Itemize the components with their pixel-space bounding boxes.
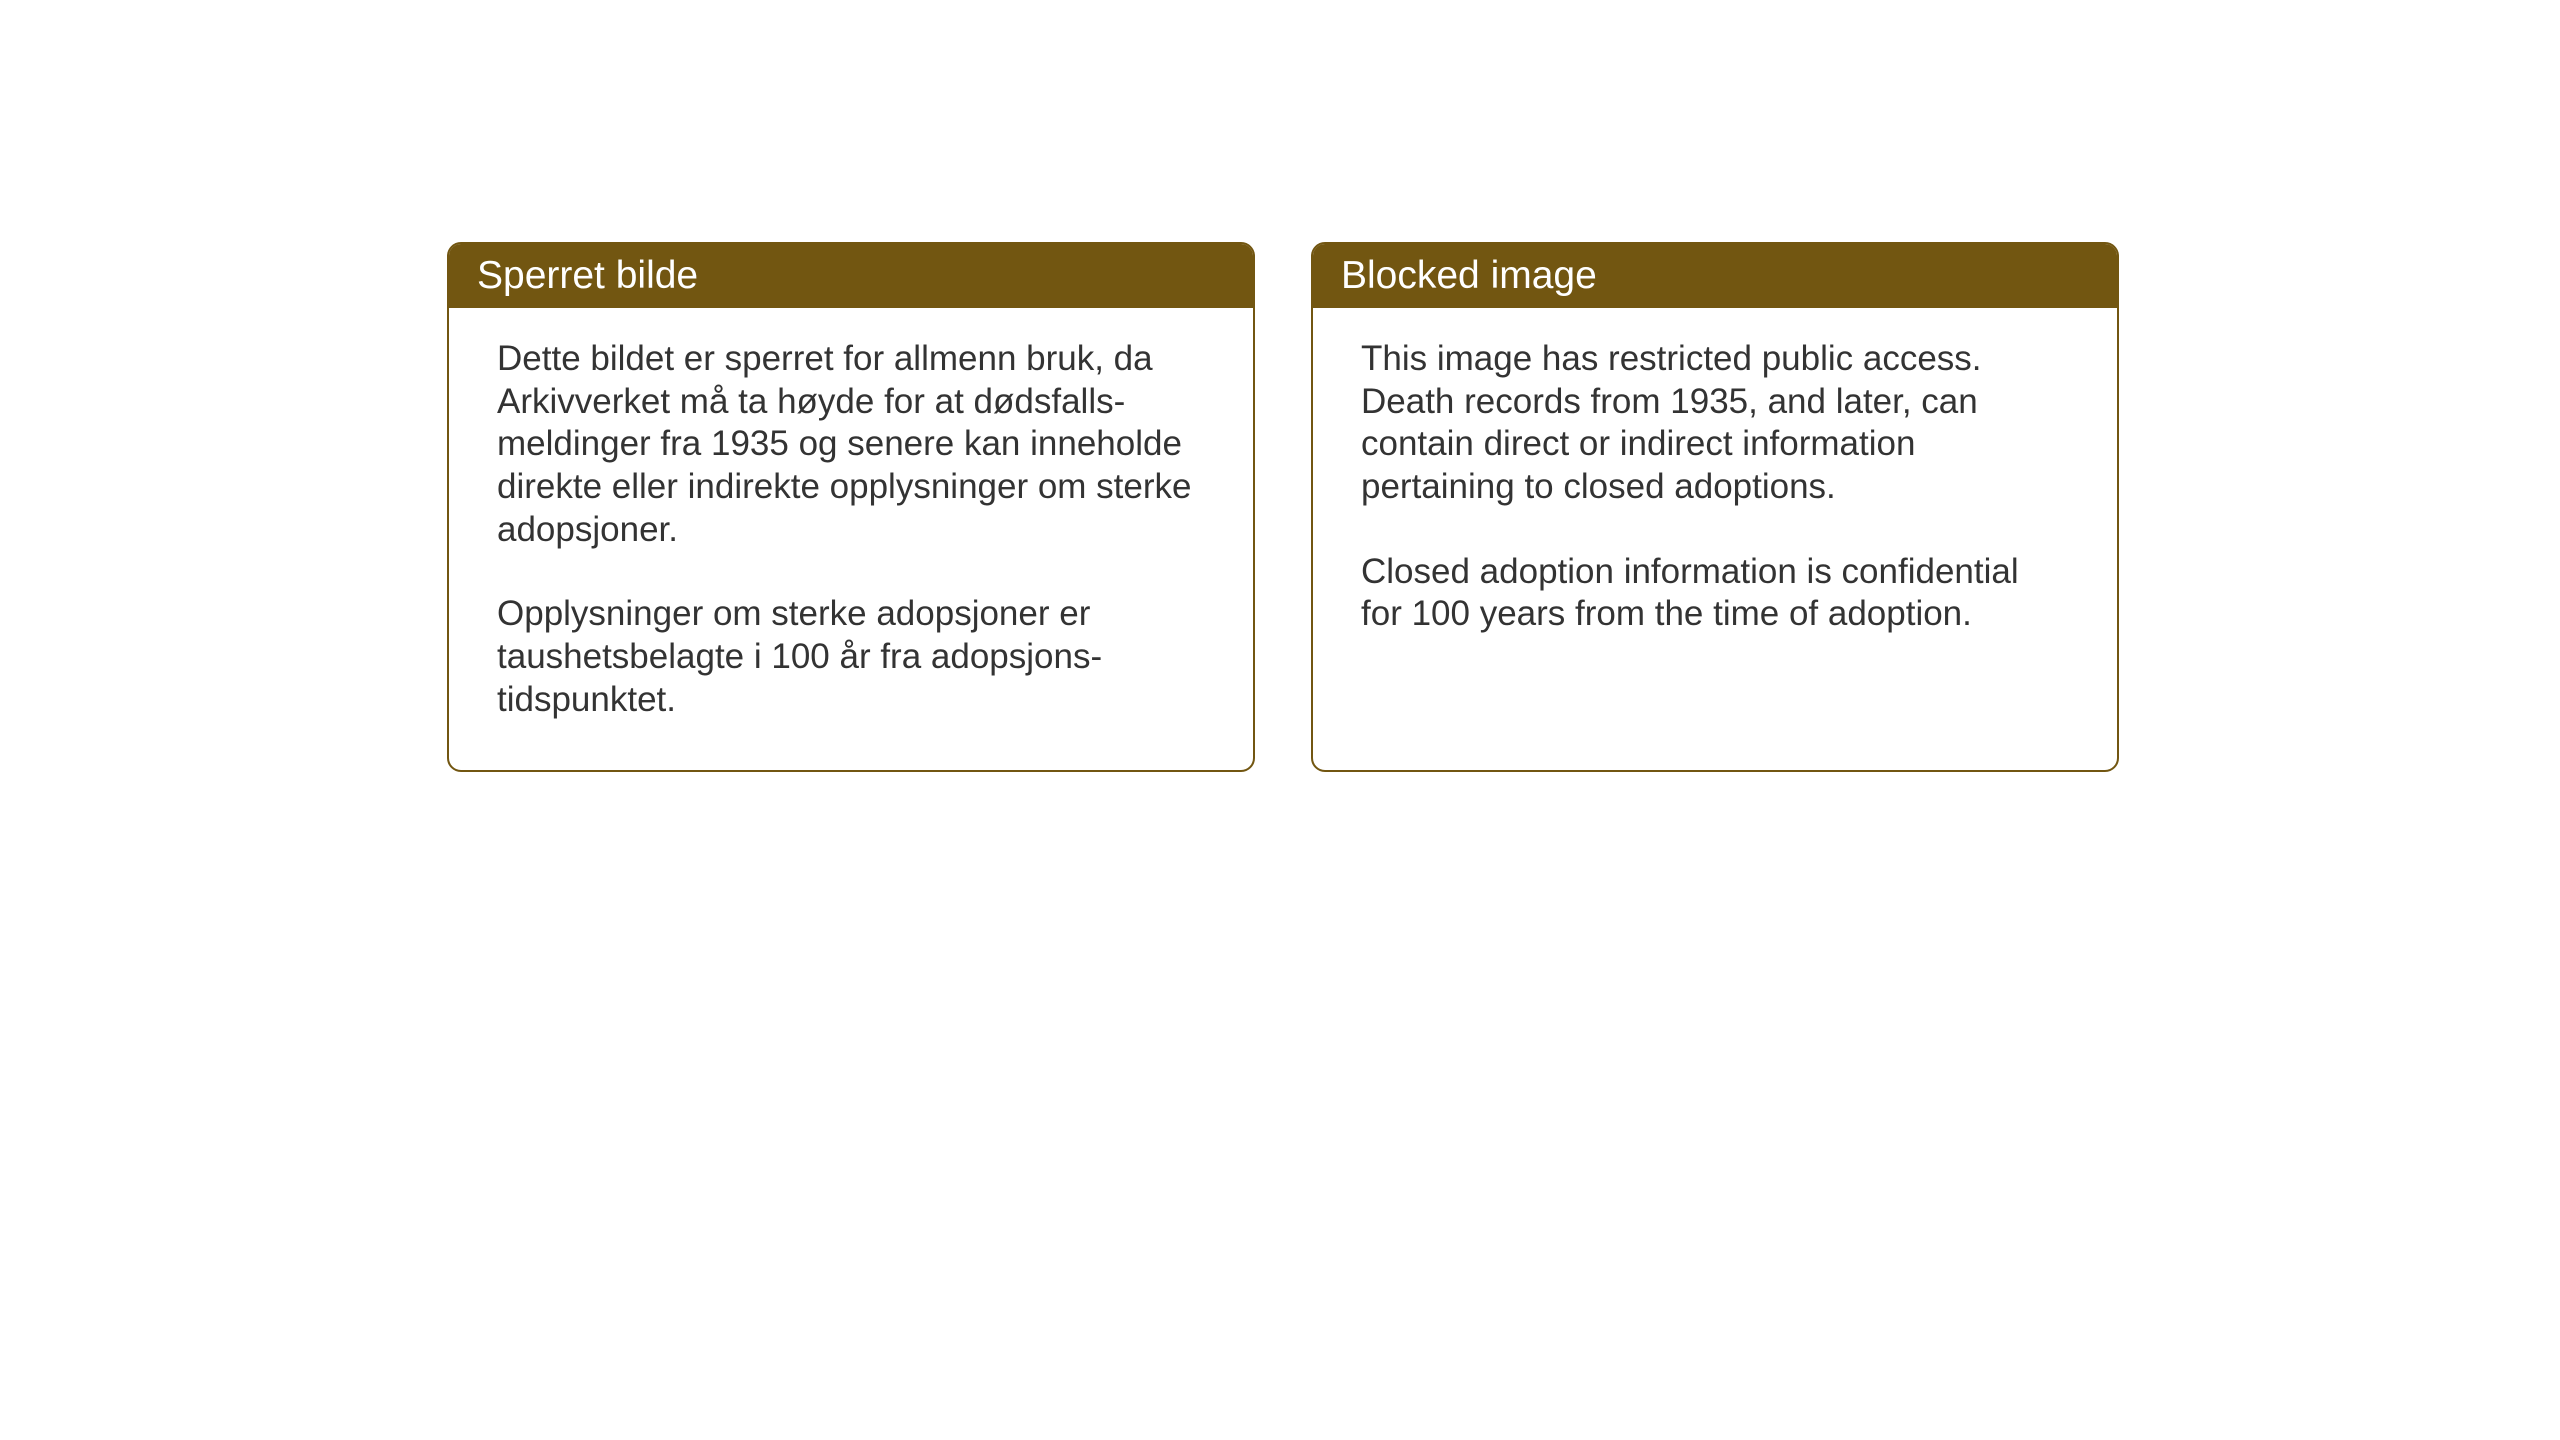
norwegian-paragraph-1: Dette bildet er sperret for allmenn bruk… — [497, 338, 1205, 551]
norwegian-panel-body: Dette bildet er sperret for allmenn bruk… — [449, 308, 1253, 770]
english-panel-body: This image has restricted public access.… — [1313, 308, 2117, 684]
norwegian-panel-title: Sperret bilde — [449, 244, 1253, 308]
norwegian-panel: Sperret bilde Dette bildet er sperret fo… — [447, 242, 1255, 772]
norwegian-paragraph-2: Opplysninger om sterke adopsjoner er tau… — [497, 593, 1205, 721]
english-panel: Blocked image This image has restricted … — [1311, 242, 2119, 772]
english-paragraph-2: Closed adoption information is confident… — [1361, 551, 2069, 636]
notice-container: Sperret bilde Dette bildet er sperret fo… — [447, 242, 2119, 772]
english-panel-title: Blocked image — [1313, 244, 2117, 308]
english-paragraph-1: This image has restricted public access.… — [1361, 338, 2069, 509]
